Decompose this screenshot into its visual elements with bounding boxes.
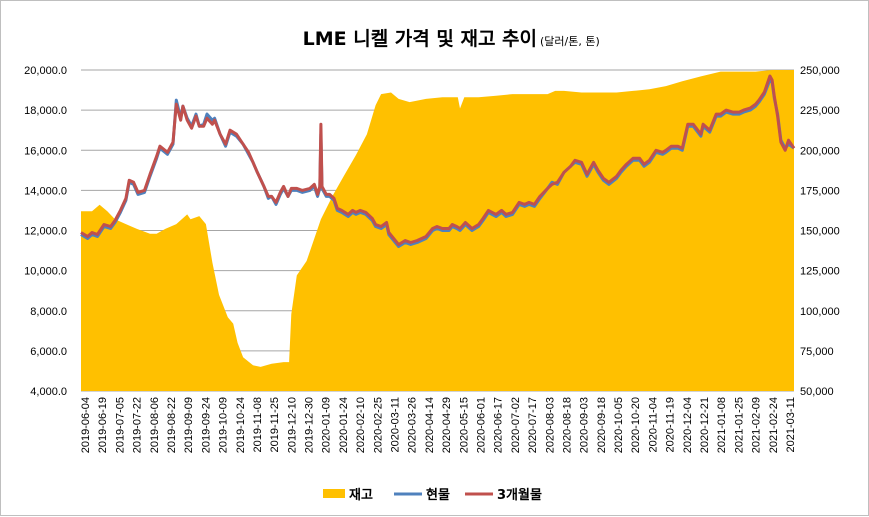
x-axis-tick-label: 2020-11-19 bbox=[665, 397, 677, 452]
area-series-layer bbox=[81, 70, 794, 391]
x-axis-tick-label: 2019-06-04 bbox=[80, 397, 92, 453]
line-series-layer bbox=[80, 74, 796, 248]
x-axis-tick-label: 2020-03-26 bbox=[407, 397, 419, 453]
chart-subtitle: (달러/톤, 톤) bbox=[540, 35, 600, 48]
x-axis-tick-label: 2020-12-04 bbox=[682, 397, 694, 453]
right-axis-tick-label: 125,000 bbox=[800, 266, 840, 278]
x-axis-tick-label: 2019-09-09 bbox=[183, 397, 195, 453]
x-axis-tick-label: 2020-02-10 bbox=[355, 397, 367, 453]
legend-label: 현물 bbox=[426, 487, 450, 503]
x-axis-tick-label: 2020-01-09 bbox=[321, 397, 333, 453]
right-axis-tick-label: 225,000 bbox=[800, 105, 840, 117]
x-axis-tick-label: 2019-10-09 bbox=[218, 397, 230, 453]
x-axis-tick-label: 2019-09-24 bbox=[200, 397, 212, 453]
x-axis-tick-label: 2020-04-29 bbox=[441, 397, 453, 453]
x-axis-tick-label: 2020-06-17 bbox=[493, 397, 505, 453]
x-axis-tick-label: 2020-06-01 bbox=[475, 397, 487, 453]
left-axis-tick-label: 6,000.0 bbox=[30, 346, 67, 358]
x-axis-tick-label: 2020-03-11 bbox=[390, 397, 402, 452]
x-axis-tick-label: 2019-10-24 bbox=[235, 397, 247, 453]
left-axis-tick-label: 12,000.0 bbox=[24, 226, 67, 238]
x-axis-tick-label: 2020-09-18 bbox=[596, 397, 608, 453]
right-axis-tick-label: 150,000 bbox=[800, 226, 840, 238]
left-axis-tick-label: 10,000.0 bbox=[24, 266, 67, 278]
x-axis-tick-label: 2019-12-10 bbox=[286, 397, 298, 453]
x-axis-tick-label: 2021-02-24 bbox=[768, 397, 780, 453]
legend: 재고 현물 3개월물 bbox=[323, 487, 542, 503]
legend-swatch-inventory bbox=[323, 489, 345, 498]
three-month-price-line bbox=[80, 74, 796, 246]
x-axis-tick-label: 2020-11-04 bbox=[647, 397, 659, 452]
x-axis-tick-label: 2020-10-20 bbox=[630, 397, 642, 453]
right-axis-tick-labels: 50,000 75,000 100,000 125,000 150,000 175,000… bbox=[800, 65, 840, 398]
x-axis-tick-label: 2020-01-24 bbox=[338, 397, 350, 453]
left-axis-tick-label: 20,000.0 bbox=[24, 65, 67, 77]
x-axis-tick-label: 2019-06-19 bbox=[97, 397, 109, 453]
x-axis-tick-label: 2020-12-21 bbox=[699, 397, 711, 453]
x-axis-tick-label: 2019-08-22 bbox=[166, 397, 178, 453]
x-axis-tick-label: 2021-03-11 bbox=[785, 397, 797, 452]
x-axis-tick-label: 2019-11-25 bbox=[269, 397, 281, 452]
x-axis-tick-label: 2020-10-05 bbox=[613, 397, 625, 453]
x-axis-tick-label: 2020-08-03 bbox=[544, 397, 556, 453]
right-axis-tick-label: 200,000 bbox=[800, 145, 840, 157]
x-axis-tick-label: 2020-02-25 bbox=[372, 397, 384, 453]
x-axis-tick-label: 2021-02-09 bbox=[751, 397, 763, 453]
x-axis-tick-label: 2020-05-15 bbox=[458, 397, 470, 453]
legend-label: 재고 bbox=[349, 488, 373, 503]
x-axis-tick-label: 2019-12-30 bbox=[304, 397, 316, 453]
left-axis-tick-label: 16,000.0 bbox=[24, 145, 67, 157]
x-axis-tick-label: 2020-09-03 bbox=[579, 397, 591, 453]
left-axis-tick-label: 8,000.0 bbox=[30, 306, 67, 318]
x-axis-tick-label: 2020-08-18 bbox=[561, 397, 573, 453]
right-axis-tick-label: 75,000 bbox=[800, 346, 834, 358]
x-axis-tick-label: 2021-01-25 bbox=[733, 397, 745, 453]
x-axis-tick-label: 2020-04-14 bbox=[424, 397, 436, 453]
inventory-area bbox=[81, 70, 794, 391]
chart-title: LME 니켈 가격 및 재고 추이 bbox=[303, 28, 537, 50]
legend-label: 3개월물 bbox=[497, 487, 542, 503]
x-axis-tick-label: 2019-07-22 bbox=[132, 397, 144, 453]
right-axis-tick-label: 100,000 bbox=[800, 306, 840, 318]
left-axis-tick-labels: 4,000.0 6,000.0 8,000.0 10,000.0 12,000.0 14,… bbox=[24, 65, 67, 398]
x-axis-tick-labels: 2019-06-04 2019-06-19 2019-07-05 2019-07-22… bbox=[80, 397, 797, 453]
x-axis-tick-label: 2019-11-08 bbox=[252, 397, 264, 452]
right-axis-tick-label: 50,000 bbox=[800, 386, 834, 398]
x-axis-tick-label: 2019-08-06 bbox=[149, 397, 161, 453]
x-axis-tick-label: 2021-01-08 bbox=[716, 397, 728, 453]
x-axis-tick-label: 2019-07-05 bbox=[114, 397, 126, 453]
right-axis-tick-label: 175,000 bbox=[800, 185, 840, 197]
x-axis-tick-label: 2020-07-02 bbox=[510, 397, 522, 453]
left-axis-tick-label: 14,000.0 bbox=[24, 185, 67, 197]
right-axis-tick-label: 250,000 bbox=[800, 65, 840, 77]
x-axis-tick-label: 2020-07-17 bbox=[527, 397, 539, 453]
left-axis-tick-label: 18,000.0 bbox=[24, 105, 67, 117]
left-axis-tick-label: 4,000.0 bbox=[30, 386, 67, 398]
